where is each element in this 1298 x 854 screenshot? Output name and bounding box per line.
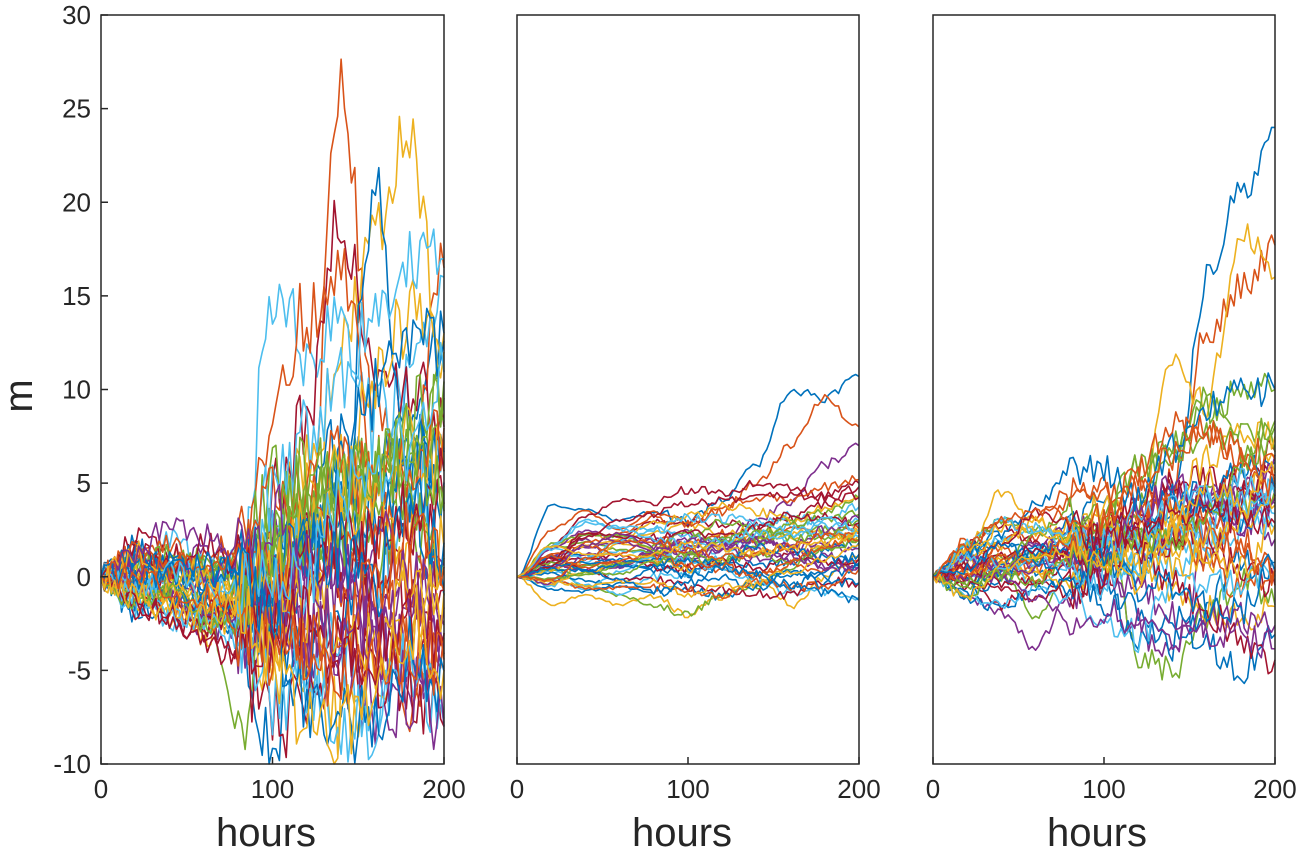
- panel-2-xtick-label-0: 0: [510, 774, 524, 804]
- panel-3-series-line-38: [932, 496, 1276, 585]
- panel-1-yticks: -10 -5 0 5 10 15 20 25 30: [53, 0, 108, 779]
- panel-1-xtick-label-2: 200: [422, 774, 465, 804]
- panel-2-series-line-24: [516, 535, 860, 583]
- panel-3-series-line-3: [932, 223, 1276, 581]
- panel-1-ytick-label-2: 0: [77, 562, 91, 592]
- panel-2-series-line-34: [516, 513, 860, 578]
- panel-2-xticks: 0 100 200: [510, 757, 881, 804]
- panel-3-series-line-41: [932, 467, 1276, 579]
- panel-2-series-line-45: [516, 529, 860, 578]
- panel-3-xtick-label-1: 100: [1082, 774, 1125, 804]
- panel-3-series-line-32: [932, 473, 1276, 581]
- panel-1-series-line-45: [100, 565, 445, 765]
- panel-1: -10 -5 0 5 10 15 20 25 30 0 100 200 hours m: [0, 0, 466, 854]
- panel-3-xticks: 0 100 200: [926, 757, 1297, 804]
- panel-1-xticks: 0 100 200: [94, 757, 466, 804]
- panel-3: 0 100 200 hours: [926, 14, 1297, 854]
- panel-2-series-line-33: [516, 509, 860, 578]
- panel-1-ylabel: m: [0, 379, 41, 412]
- panel-1-xlabel: hours: [216, 811, 316, 854]
- panel-1-series-line-42: [100, 566, 445, 700]
- panel-2-series-line-27: [516, 554, 860, 601]
- panel-2-series-line-39: [516, 514, 860, 579]
- panel-2-xlabel: hours: [632, 811, 732, 854]
- panel-2-lines: [516, 373, 860, 619]
- panel-3-xlabel: hours: [1047, 811, 1147, 854]
- panel-1-ytick-label-8: 30: [62, 0, 91, 30]
- panel-3-xtick-label-0: 0: [926, 774, 940, 804]
- panel-1-ytick-label-1: -5: [68, 655, 91, 685]
- panel-3-series-line-43: [932, 540, 1276, 625]
- panel-2-xtick-label-1: 100: [666, 774, 709, 804]
- panel-3-xtick-label-2: 200: [1253, 774, 1296, 804]
- panel-3-series-line-39: [932, 571, 1276, 659]
- panel-3-series-line-20: [932, 560, 1276, 654]
- panel-1-series-line-13: [100, 439, 445, 647]
- panel-1-series-line-7: [100, 199, 445, 638]
- panel-1-lines: [100, 58, 445, 765]
- panel-1-ytick-label-7: 25: [62, 94, 91, 124]
- panel-3-series-line-45: [932, 461, 1276, 602]
- panel-1-ytick-label-5: 15: [62, 281, 91, 311]
- panel-3-series-line-36: [932, 372, 1276, 581]
- panel-2-series-line-32: [516, 529, 860, 578]
- panel-1-ytick-label-3: 5: [77, 468, 91, 498]
- panel-2-series-line-14: [516, 485, 860, 578]
- panel-3-series-line-15: [932, 568, 1276, 685]
- panel-2-series-line-41: [516, 516, 860, 578]
- panel-2: 0 100 200 hours: [510, 14, 881, 854]
- panel-1-series-line-37: [100, 502, 445, 681]
- panel-1-ytick-label-0: -10: [53, 749, 91, 779]
- panel-3-series-line-37: [932, 411, 1276, 581]
- panel-2-series-line-15: [516, 551, 860, 594]
- panel-1-xtick-label-0: 0: [94, 774, 108, 804]
- panel-2-series-line-30: [516, 568, 860, 600]
- panel-1-series-line-40: [100, 415, 445, 636]
- panel-2-series-line-42: [516, 491, 860, 578]
- panel-3-series-line-44: [932, 424, 1276, 579]
- panel-2-series-line-43: [516, 564, 860, 604]
- panel-2-series-line-3: [516, 555, 860, 619]
- panel-3-series-line-23: [932, 494, 1276, 586]
- panel-2-series-line-35: [516, 511, 860, 578]
- panel-2-series-line-2: [516, 393, 860, 578]
- panel-1-ytick-label-4: 10: [62, 375, 91, 405]
- panel-1-series-line-34: [100, 563, 445, 763]
- panel-3-lines: [932, 126, 1276, 685]
- panel-2-series-line-7: [516, 479, 860, 578]
- panel-3-series-line-40: [932, 422, 1276, 589]
- panel-2-series-line-40: [516, 519, 860, 581]
- panel-1-series-line-44: [100, 561, 445, 707]
- panel-2-series-line-38: [516, 543, 860, 598]
- panel-1-series-line-43: [100, 544, 445, 764]
- panel-2-xtick-label-2: 200: [837, 774, 880, 804]
- panel-1-ytick-label-6: 20: [62, 187, 91, 217]
- panel-1-xtick-label-1: 100: [251, 774, 294, 804]
- panel-3-series-line-30: [932, 475, 1276, 581]
